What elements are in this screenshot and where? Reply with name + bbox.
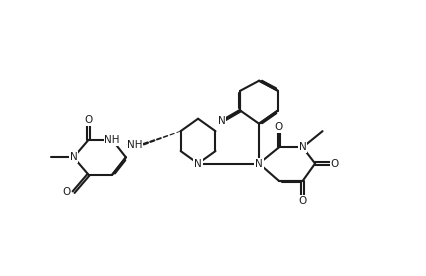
Text: N: N [218, 116, 226, 126]
Text: N: N [70, 152, 78, 162]
Text: O: O [275, 123, 283, 132]
Text: NH: NH [127, 140, 142, 150]
Text: N: N [299, 142, 306, 152]
Text: O: O [299, 196, 307, 206]
Text: O: O [62, 187, 70, 197]
Text: N: N [194, 158, 202, 169]
Text: N: N [255, 158, 263, 169]
Text: NH: NH [104, 135, 120, 145]
Text: O: O [84, 115, 92, 125]
Text: O: O [331, 158, 339, 169]
